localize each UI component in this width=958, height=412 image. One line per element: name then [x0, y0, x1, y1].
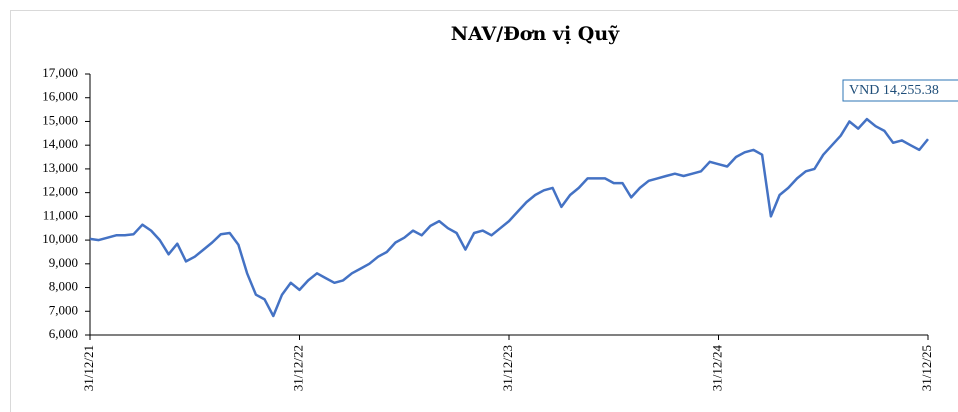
annotation: VND 14,255.38 — [849, 83, 939, 98]
y-tick-label: 6,000 — [49, 326, 78, 341]
x-tick-label: 31/12/21 — [81, 345, 96, 391]
y-tick-label: 15,000 — [42, 112, 78, 127]
x-tick-label: 31/12/25 — [919, 345, 934, 391]
x-tick-label: 31/12/23 — [500, 345, 515, 391]
line-series — [89, 117, 929, 318]
y-tick-label: 11,000 — [43, 207, 78, 222]
annotation-box — [842, 79, 958, 102]
y-tick-label: 9,000 — [49, 255, 78, 270]
y-tick-label: 8,000 — [49, 279, 78, 294]
y-tick-label: 12,000 — [42, 184, 78, 199]
y-tick-label: 16,000 — [42, 89, 78, 104]
y-tick-label: 7,000 — [49, 302, 78, 317]
chart-title: NAV/Đơn vị Quỹ — [451, 23, 620, 45]
x-tick-label: 31/12/22 — [290, 345, 305, 391]
chart-frame — [10, 10, 958, 412]
x-tick-label: 31/12/24 — [709, 345, 724, 392]
y-tick-label: 10,000 — [42, 231, 78, 246]
y-tick-label: 13,000 — [42, 160, 78, 175]
y-tick-label: 17,000 — [42, 65, 78, 80]
y-tick-label: 14,000 — [42, 136, 78, 151]
